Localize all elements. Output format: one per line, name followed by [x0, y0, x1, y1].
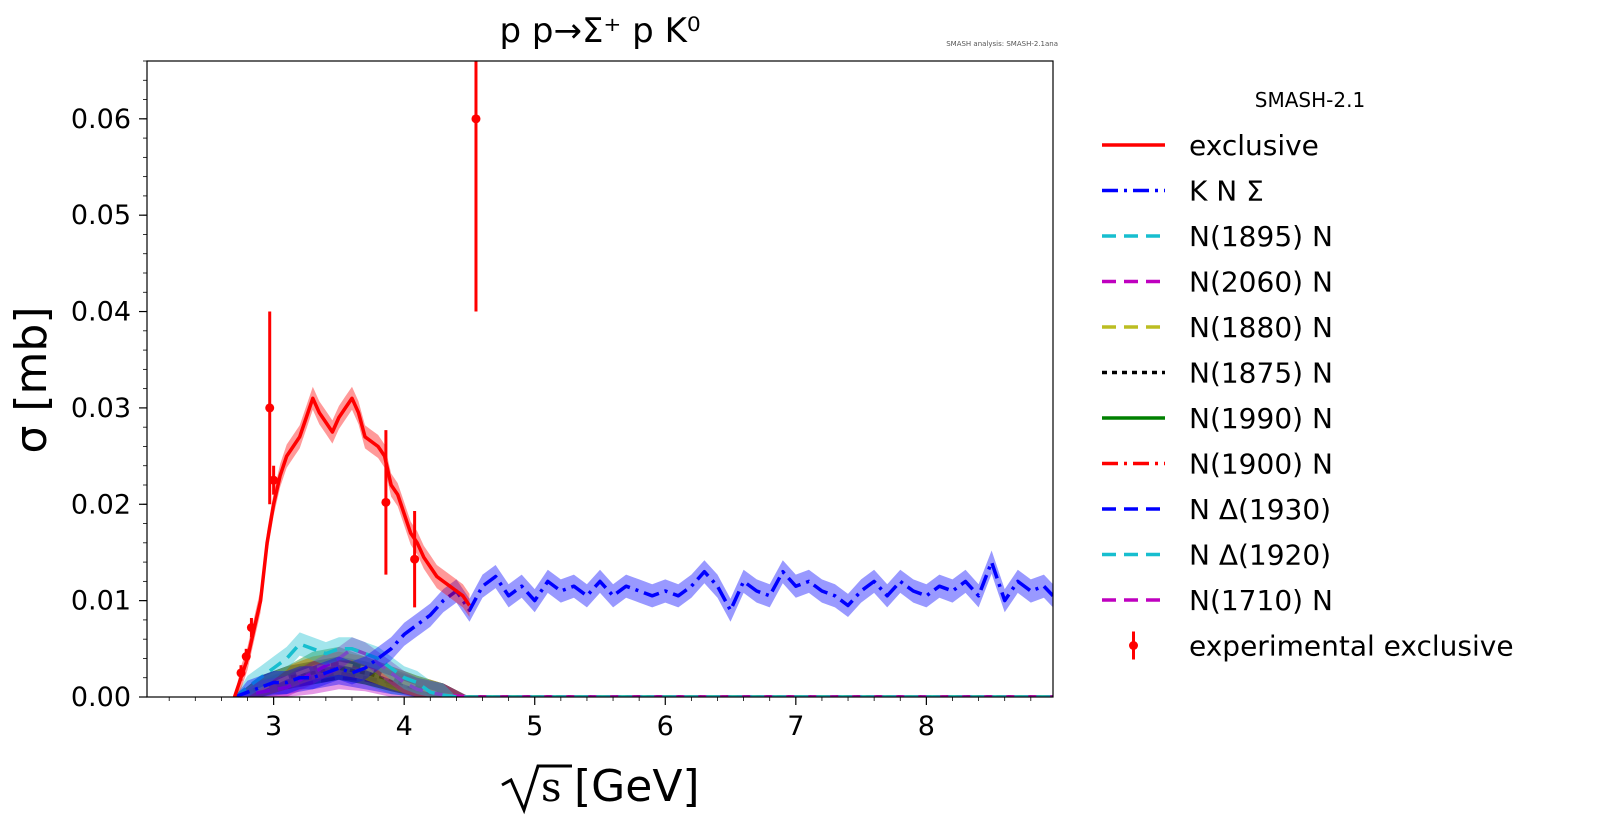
y-axis-label: σ [mb]	[6, 307, 57, 454]
y-tick-label: 0.04	[71, 297, 131, 328]
experimental-point	[269, 475, 279, 485]
x-tick-label: 3	[265, 711, 282, 742]
y-tick-label: 0.05	[71, 200, 131, 231]
band-n-1930	[234, 661, 1053, 697]
legend: SMASH-2.1 exclusive K N Σ N(1895) N N(2060)…	[1102, 88, 1514, 663]
y-tick-label: 0.01	[71, 586, 131, 617]
series-line-n-2060-n	[234, 647, 1053, 697]
experimental-point	[241, 652, 251, 662]
experimental-point	[246, 623, 256, 633]
legend-title: SMASH-2.1	[1255, 88, 1365, 112]
band-n-1900-n	[234, 651, 1053, 697]
y-tick-label: 0.00	[71, 682, 131, 713]
series-line-n-1930	[234, 671, 1053, 697]
legend-label: N(1880) N	[1189, 311, 1333, 344]
band-n-1880-n	[234, 651, 1053, 697]
x-tick-label: 7	[787, 711, 804, 742]
legend-label: experimental exclusive	[1189, 630, 1514, 663]
x-tick-label: 4	[396, 711, 413, 742]
chart-title: p p→Σ⁺ p K⁰	[499, 11, 700, 51]
experimental-point	[471, 114, 481, 124]
legend-label: N(1710) N	[1189, 584, 1333, 617]
band-n-2060-n	[234, 637, 1053, 697]
analysis-annotation: SMASH analysis: SMASH-2.1ana	[946, 40, 1058, 48]
axes-frame	[146, 60, 1054, 698]
legend-label: N(1875) N	[1189, 357, 1333, 390]
legend-label: N(1895) N	[1189, 220, 1333, 253]
experimental-point	[236, 668, 246, 678]
experimental-point	[265, 403, 275, 413]
band-n-1920	[234, 656, 1053, 697]
series-line-n-1880-n	[234, 661, 1053, 697]
series-line-k-n	[233, 560, 1053, 697]
legend-label: N(1990) N	[1189, 402, 1333, 435]
y-tick-label: 0.03	[71, 393, 131, 424]
band-n-1875-n	[234, 656, 1053, 697]
band-n-1710-n	[234, 666, 1053, 697]
experimental-point	[410, 554, 420, 564]
x-axis-label-group: s [GeV]	[501, 761, 700, 815]
x-tick-label: 8	[918, 711, 935, 742]
legend-label: N Δ(1920)	[1189, 539, 1331, 572]
y-tick-label: 0.02	[71, 489, 131, 520]
legend-swatch-experimental-point	[1129, 641, 1138, 650]
x-axis-label: [GeV]	[574, 761, 700, 812]
legend-label: K N Σ	[1189, 175, 1264, 208]
legend-label: exclusive	[1189, 129, 1319, 162]
band-n-1990-n	[234, 646, 1053, 697]
plot-area	[232, 61, 1053, 697]
x-axis-symbol: s	[541, 765, 562, 811]
axes: 0.00 0.01 0.02 0.03 0.04 0.05 0.06 3 4 5 6 7 8	[71, 60, 1054, 742]
legend-label: N(2060) N	[1189, 266, 1333, 299]
legend-label: N Δ(1930)	[1189, 493, 1331, 526]
series-line-exclusive	[232, 396, 471, 697]
sqrt-symbol	[501, 764, 572, 815]
legend-label: N(1900) N	[1189, 448, 1333, 481]
band-n-1895-n	[234, 632, 1053, 697]
experimental-point	[381, 497, 391, 507]
y-tick-label: 0.06	[71, 104, 131, 135]
x-tick-label: 6	[657, 711, 674, 742]
x-tick-label: 5	[526, 711, 543, 742]
band-k-n	[234, 550, 1053, 697]
